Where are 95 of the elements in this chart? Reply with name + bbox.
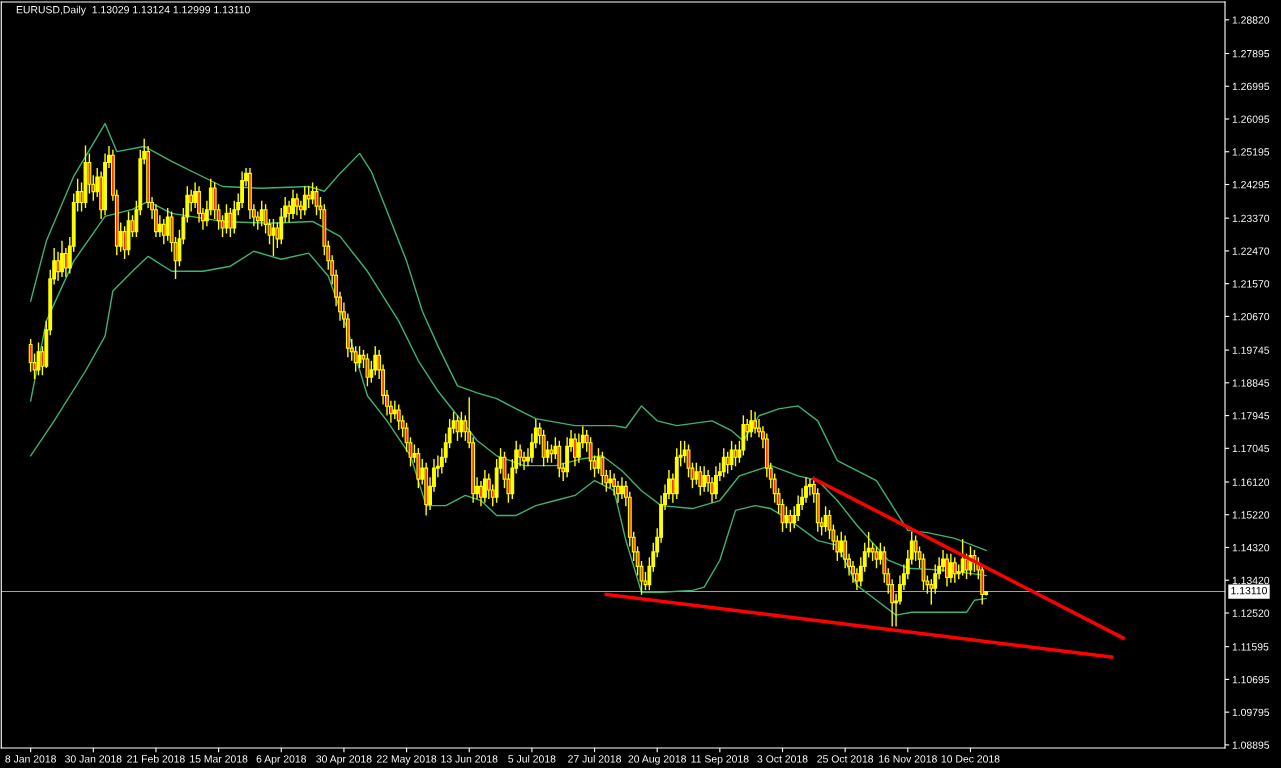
- candlestick: [224, 203, 229, 235]
- candlestick: [573, 432, 577, 468]
- candlestick: [314, 185, 319, 216]
- x-tick-label: 21 Feb 2018: [127, 754, 185, 763]
- candlestick: [60, 240, 64, 278]
- y-tick-label: 1.21570: [1232, 280, 1270, 288]
- x-tick-label: 10 Dec 2018: [941, 755, 1000, 763]
- y-tick-label: 1.27895: [1232, 49, 1270, 58]
- y-tick-label: 1.13420: [1232, 576, 1270, 585]
- candlestick: [784, 505, 789, 529]
- candlestick: [459, 411, 464, 438]
- y-tick-label: 1.18845: [1232, 379, 1270, 387]
- y-tick-label: 1.26995: [1232, 82, 1270, 91]
- candlestick: [725, 451, 730, 475]
- y-tick-label: 1.12520: [1232, 609, 1270, 617]
- candlestick: [271, 218, 276, 257]
- y-tick-label: 1.22470: [1232, 247, 1270, 255]
- x-tick-label: 15 Mar 2018: [190, 755, 248, 763]
- x-tick-label: 25 Oct 2018: [817, 755, 874, 763]
- candlestick: [600, 451, 605, 486]
- candlestick: [874, 545, 879, 569]
- x-tick-label: 30 Apr 2018: [316, 755, 372, 765]
- candlestick: [463, 414, 468, 442]
- y-tick-label: 1.10695: [1232, 675, 1270, 684]
- candlestick: [295, 192, 299, 216]
- y-tick-label: 1.20670: [1232, 312, 1270, 321]
- candlestick: [721, 447, 726, 478]
- candlestick: [839, 531, 844, 559]
- x-tick-label: 13 Jun 2018: [441, 755, 498, 763]
- ref-line-label: 1.13110: [1231, 586, 1268, 595]
- candlestick: [518, 443, 523, 468]
- candlestick: [541, 429, 546, 468]
- candlestick: [557, 440, 562, 478]
- x-tick-label: 30 Jan 2018: [65, 755, 122, 763]
- y-tick-label: 1.08895: [1232, 741, 1270, 749]
- candlestick: [549, 443, 554, 464]
- candlestick: [287, 199, 292, 224]
- candlestick: [36, 341, 41, 377]
- candlestick: [694, 462, 699, 486]
- y-tick-label: 1.24295: [1232, 181, 1270, 189]
- candlestick: [729, 440, 734, 471]
- candlestick: [365, 352, 370, 387]
- candlestick: [482, 469, 487, 504]
- candlestick: [596, 447, 601, 475]
- candlestick: [165, 207, 170, 242]
- candlestick: [945, 552, 949, 588]
- candlestick: [608, 469, 613, 489]
- x-tick-label: 11 Sep 2018: [691, 755, 749, 765]
- candlestick: [952, 556, 957, 584]
- y-tick-label: 1.23370: [1232, 214, 1270, 223]
- line-series: [29, 250, 987, 616]
- candlestick: [714, 465, 718, 500]
- candlestick: [306, 185, 311, 209]
- candlestick: [702, 465, 707, 493]
- candlestick: [960, 538, 965, 577]
- y-tick-label: 1.16120: [1232, 478, 1270, 486]
- x-tick-label: 8 Jan 2018: [5, 755, 56, 763]
- y-tick-label: 1.11595: [1232, 643, 1269, 651]
- x-tick-label: 6 Apr 2018: [256, 755, 307, 765]
- candlestick: [63, 247, 68, 278]
- candlestick: [56, 250, 60, 282]
- y-tick-label: 1.26095: [1232, 115, 1270, 123]
- y-tick-label: 1.17945: [1232, 412, 1270, 420]
- candlestick: [788, 509, 793, 533]
- candlestick: [302, 185, 307, 216]
- y-tick-label: 1.15220: [1232, 511, 1270, 519]
- candlestick: [479, 480, 483, 508]
- candlestick: [259, 199, 264, 227]
- y-tick-label: 1.25195: [1232, 148, 1270, 156]
- y-tick-label: 1.17045: [1232, 444, 1270, 453]
- candlestick: [882, 545, 887, 584]
- candlestick: [948, 552, 953, 584]
- x-tick-label: 5 Jul 2018: [508, 754, 556, 763]
- y-tick-label: 1.09795: [1232, 708, 1270, 717]
- candlestick: [291, 189, 295, 220]
- candlestick: [753, 411, 758, 435]
- candlestick: [228, 207, 233, 238]
- candlestick: [620, 476, 624, 500]
- candlestick: [749, 409, 754, 438]
- x-tick-label: 27 Jul 2018: [568, 754, 622, 763]
- candlestick: [455, 414, 460, 442]
- y-tick-label: 1.19745: [1232, 346, 1270, 354]
- x-tick-label: 16 Nov 2018: [879, 755, 937, 763]
- chart-title: EURUSD,Daily 1.13029 1.13124 1.12999 1.13110: [16, 5, 250, 16]
- candlestick: [392, 400, 397, 420]
- line-series: [29, 122, 987, 552]
- y-tick-label: 1.14320: [1232, 543, 1270, 552]
- candlestick: [353, 345, 358, 373]
- x-tick-label: 22 May 2018: [376, 755, 437, 765]
- candlestick: [733, 443, 738, 468]
- candlestick: [698, 465, 703, 497]
- x-tick-label: 20 Aug 2018: [628, 755, 686, 765]
- x-tick-label: 3 Oct 2018: [757, 755, 808, 763]
- candlestick: [161, 218, 166, 246]
- y-tick-label: 1.28820: [1232, 16, 1270, 24]
